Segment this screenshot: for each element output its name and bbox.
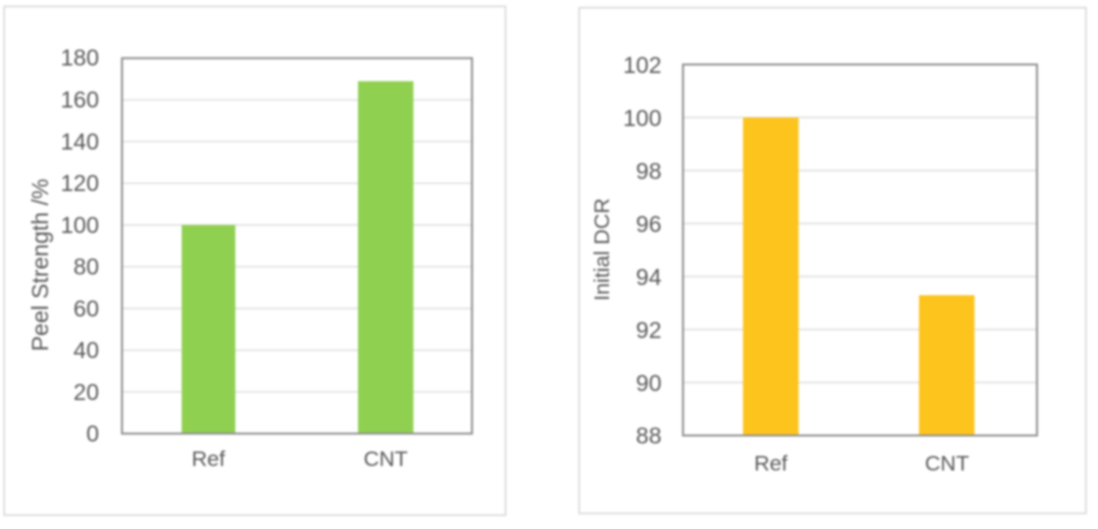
svg-text:0: 0 (86, 421, 99, 447)
svg-text:92: 92 (636, 317, 662, 343)
svg-text:20: 20 (73, 379, 99, 405)
svg-text:80: 80 (73, 254, 99, 280)
svg-text:90: 90 (636, 370, 662, 396)
svg-text:CNT: CNT (925, 452, 969, 476)
svg-text:100: 100 (61, 212, 99, 238)
svg-text:88: 88 (636, 423, 662, 449)
svg-text:CNT: CNT (364, 447, 408, 471)
svg-text:102: 102 (623, 52, 661, 78)
svg-text:96: 96 (636, 211, 662, 237)
svg-text:180: 180 (61, 45, 99, 71)
svg-text:160: 160 (61, 87, 99, 113)
svg-text:Ref: Ref (754, 452, 787, 476)
svg-text:Peel Strength /%: Peel Strength /% (27, 179, 53, 352)
svg-text:98: 98 (636, 158, 662, 184)
svg-text:Ref: Ref (192, 447, 225, 471)
svg-text:40: 40 (73, 337, 99, 363)
svg-text:Initial DCR: Initial DCR (590, 198, 614, 301)
svg-text:60: 60 (73, 295, 99, 321)
svg-text:140: 140 (61, 128, 99, 154)
svg-text:100: 100 (623, 105, 661, 131)
svg-text:120: 120 (61, 170, 99, 196)
svg-text:94: 94 (636, 264, 662, 290)
